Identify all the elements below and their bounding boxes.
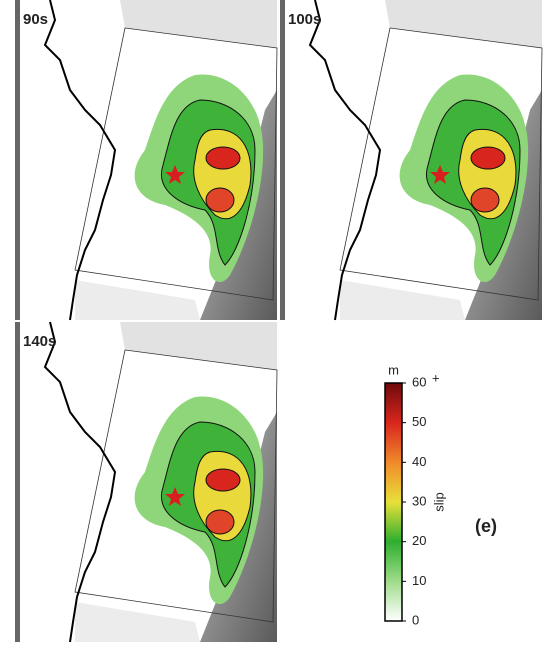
map-panel: 90s: [14, 0, 278, 321]
map-panel: 140s: [14, 321, 278, 643]
panel-label: 140s: [23, 333, 56, 350]
tick-label: 30: [412, 493, 426, 508]
tick-label: 40: [412, 454, 426, 469]
tick-suffix: +: [432, 370, 440, 385]
tick-label: 10: [412, 573, 426, 588]
figure-label: (e): [475, 516, 497, 536]
tick-label: 0: [412, 612, 419, 627]
panel-label: 90s: [23, 11, 48, 28]
tick-label: 60: [412, 374, 426, 389]
colorbar-scale: [384, 382, 403, 622]
tick-label: 20: [412, 533, 426, 548]
map-image: [14, 0, 278, 321]
panel-label: 100s: [288, 11, 321, 28]
colorbar: m 0 10 20 30 40 50 60 + slip: [384, 362, 446, 627]
colorbar-unit: m: [388, 362, 399, 377]
map-image: [279, 0, 543, 321]
map-image: [14, 321, 278, 643]
tick-label: 50: [412, 414, 426, 429]
panels: 90s 100s 140s: [14, 0, 543, 643]
colorbar-title: slip: [431, 492, 446, 512]
map-panel: 100s: [279, 0, 543, 321]
